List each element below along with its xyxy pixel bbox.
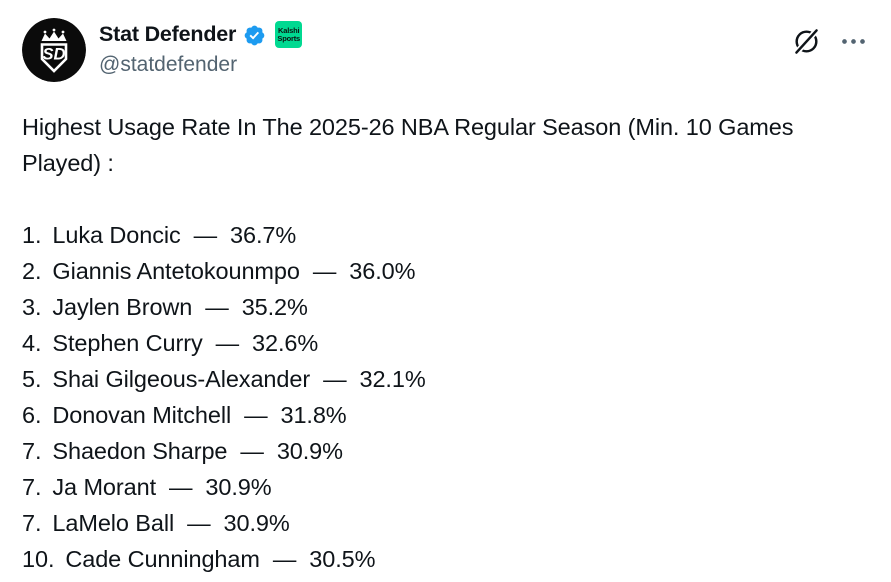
- list-item: 7. LaMelo Ball — 30.9%: [22, 505, 869, 541]
- dash-separator: —: [215, 330, 240, 356]
- player-name: Jaylen Brown: [52, 294, 193, 320]
- display-name[interactable]: Stat Defender: [99, 22, 237, 46]
- list-item: 5. Shai Gilgeous-Alexander — 32.1%: [22, 361, 869, 397]
- usage-rate-value: 32.1%: [359, 366, 426, 392]
- list-item: 7. Shaedon Sharpe — 30.9%: [22, 433, 869, 469]
- list-item: 1. Luka Doncic — 36.7%: [22, 217, 869, 253]
- list-item: 10. Cade Cunningham — 30.5%: [22, 541, 869, 577]
- user-handle[interactable]: @statdefender: [99, 53, 238, 76]
- stat-defender-logo-icon: SD: [22, 18, 86, 82]
- player-name: Giannis Antetokounmpo: [52, 258, 300, 284]
- player-name: Ja Morant: [52, 474, 156, 500]
- avatar[interactable]: SD: [22, 18, 86, 82]
- tweet-headline: Highest Usage Rate In The 2025-26 NBA Re…: [22, 114, 794, 176]
- name-row: Stat Defender Kalshi Sports: [99, 21, 303, 48]
- svg-text:SD: SD: [43, 46, 66, 64]
- dash-separator: —: [169, 474, 193, 500]
- affiliate-badge-line2: Sports: [277, 33, 300, 43]
- usage-rate-value: 30.9%: [276, 438, 343, 464]
- player-name: LaMelo Ball: [52, 510, 175, 536]
- dash-separator: —: [244, 402, 268, 428]
- player-rank: 3.: [22, 294, 42, 320]
- player-rank: 5.: [22, 366, 42, 392]
- usage-rate-value: 32.6%: [252, 330, 319, 356]
- player-name: Stephen Curry: [52, 330, 203, 356]
- more-options-button[interactable]: [838, 26, 869, 57]
- player-rank: 7.: [22, 510, 42, 536]
- player-rank: 2.: [22, 258, 42, 284]
- dash-separator: —: [205, 294, 229, 320]
- player-name: Shaedon Sharpe: [52, 438, 228, 464]
- player-rank: 7.: [22, 438, 42, 464]
- player-rank: 1.: [22, 222, 42, 248]
- affiliate-badge-kalshi-sports[interactable]: Kalshi Sports: [275, 21, 303, 48]
- grok-icon: [794, 28, 819, 55]
- usage-rate-value: 31.8%: [280, 402, 347, 428]
- tweet-header: SD Stat Defender Kalshi Sports @statdefe…: [22, 18, 869, 82]
- list-item: 6. Donovan Mitchell — 31.8%: [22, 397, 869, 433]
- dash-separator: —: [312, 258, 337, 284]
- list-item: 3. Jaylen Brown — 35.2%: [22, 289, 869, 325]
- usage-rate-value: 30.5%: [309, 546, 376, 572]
- player-name: Donovan Mitchell: [52, 402, 232, 428]
- dash-separator: —: [240, 438, 264, 464]
- usage-rate-value: 36.7%: [230, 222, 297, 248]
- list-item: 7. Ja Morant — 30.9%: [22, 469, 869, 505]
- player-rank: 4.: [22, 330, 42, 356]
- ranking-list: 1. Luka Doncic — 36.7% 2. Giannis Antetokoun…: [22, 217, 869, 577]
- player-name: Cade Cunningham: [65, 546, 260, 572]
- grok-actions-button[interactable]: [789, 24, 824, 59]
- dash-separator: —: [193, 222, 218, 248]
- verified-badge-icon: [244, 25, 265, 45]
- player-name: Luka Doncic: [52, 222, 181, 248]
- usage-rate-value: 35.2%: [241, 294, 308, 320]
- dash-separator: —: [323, 366, 347, 392]
- dash-separator: —: [272, 546, 297, 572]
- dash-separator: —: [187, 510, 211, 536]
- list-item: 2. Giannis Antetokounmpo — 36.0%: [22, 253, 869, 289]
- list-item: 4. Stephen Curry — 32.6%: [22, 325, 869, 361]
- player-rank: 10.: [22, 546, 55, 572]
- player-rank: 6.: [22, 402, 42, 428]
- player-rank: 7.: [22, 474, 42, 500]
- usage-rate-value: 30.9%: [223, 510, 290, 536]
- tweet-actions: [789, 18, 869, 59]
- ellipsis-icon: [842, 39, 865, 44]
- user-block: Stat Defender Kalshi Sports @statdefende…: [99, 18, 303, 77]
- usage-rate-value: 36.0%: [349, 258, 416, 284]
- affiliate-badge-line1: Kalshi: [278, 25, 300, 35]
- player-name: Shai Gilgeous-Alexander: [52, 366, 311, 392]
- tweet-body: Highest Usage Rate In The 2025-26 NBA Re…: [22, 109, 869, 577]
- usage-rate-value: 30.9%: [205, 474, 272, 500]
